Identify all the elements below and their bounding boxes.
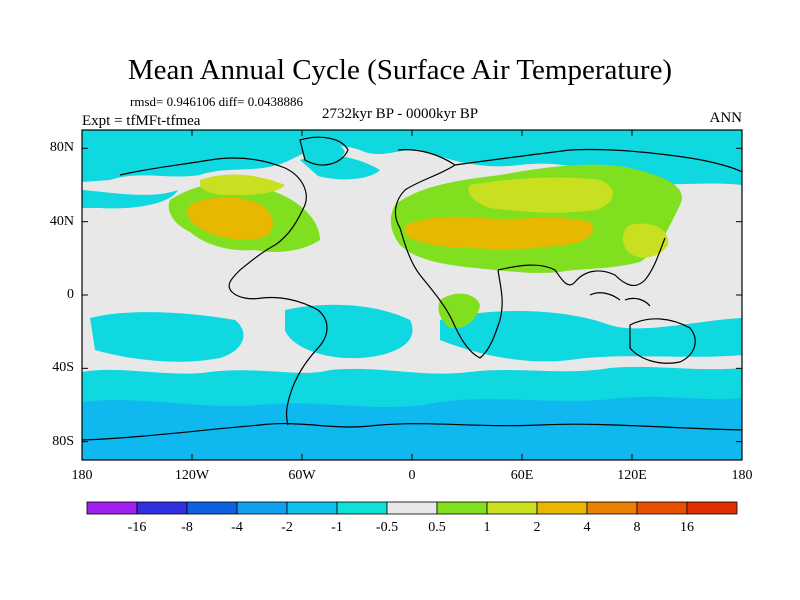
greenland-cool	[300, 138, 345, 166]
map-field	[82, 130, 742, 460]
coast-south-asia	[497, 237, 666, 287]
coast-north-america	[119, 157, 307, 300]
x-ticks	[81, 130, 743, 460]
y-tick-label: 80N	[49, 140, 74, 156]
y-tick-label: 0	[67, 287, 74, 302]
colorbar-swatch	[336, 501, 388, 515]
colorbar-swatch	[186, 501, 238, 515]
x-tick-label: 120E	[617, 468, 647, 483]
north-america-warmer	[187, 197, 273, 240]
colorbar-label: 4	[583, 520, 591, 535]
colorbar-label: 1	[483, 520, 491, 535]
x-tick-label: 60E	[510, 468, 534, 483]
period-label: 2732kyr BP - 0000kyr BP	[321, 106, 479, 122]
colorbar-label: -16	[127, 520, 147, 535]
y-tick-label: 40S	[52, 360, 74, 376]
x-tick-label: 120W	[174, 468, 210, 483]
season-label: ANN	[709, 110, 743, 126]
experiment-label: Expt = tfMFt-tfmea	[82, 113, 201, 129]
x-tick-label: 60W	[288, 468, 316, 483]
colorbar-label: 0.5	[428, 520, 446, 535]
coast-australia	[629, 318, 696, 364]
y-tick-label: 40N	[49, 213, 74, 229]
coast-asia	[454, 148, 742, 173]
colorbar-swatch	[436, 501, 488, 515]
colorbar-label: 16	[680, 520, 694, 535]
colorbar-label: -2	[281, 520, 293, 535]
coast-south-america	[261, 296, 328, 426]
coast-europe-africa	[394, 149, 503, 359]
asia-warm-2	[468, 177, 613, 213]
colorbar-label: -8	[181, 520, 193, 535]
colorbar-swatch	[686, 501, 738, 515]
colorbar-label: 8	[633, 520, 641, 535]
y-tick-label: 80S	[52, 433, 74, 449]
colorbar	[86, 501, 738, 515]
x-tick-label: 0	[408, 468, 416, 483]
south-pacific-cool-patch	[90, 312, 244, 362]
x-tick-label: 180	[731, 468, 753, 483]
south-atlantic-cool-patch	[285, 304, 413, 359]
colorbar-swatch	[136, 501, 188, 515]
colorbar-label: -4	[231, 520, 243, 535]
colorbar-swatch	[236, 501, 288, 515]
colorbar-swatch	[536, 501, 588, 515]
indian-ocean-cool-patch	[440, 310, 742, 362]
x-tick-label: 180	[71, 468, 93, 483]
antarctic-cool-band	[82, 396, 742, 460]
africa-south-warm	[438, 293, 480, 329]
coast-antarctica	[82, 422, 742, 441]
colorbar-swatch	[636, 501, 688, 515]
colorbar-swatch	[386, 501, 438, 515]
colorbar-swatch	[486, 501, 538, 515]
sahara-arabia-warmer	[405, 216, 594, 250]
canada-warm	[199, 174, 285, 195]
plot-title: Mean Annual Cycle (Surface Air Temperatu…	[127, 54, 673, 86]
east-asia-warm	[622, 223, 669, 258]
colorbar-swatch	[86, 501, 138, 515]
north-pacific-cool-patch	[82, 190, 178, 209]
y-ticks	[82, 147, 742, 443]
coast-indonesia	[589, 292, 651, 307]
colorbar-label: -0.5	[375, 520, 399, 535]
colorbar-swatch	[286, 501, 338, 515]
coast-greenland	[299, 136, 349, 166]
arctic-cool-band	[82, 130, 742, 185]
colorbar-label: -1	[331, 520, 343, 535]
colorbar-swatch	[586, 501, 638, 515]
colorbar-label: 2	[533, 520, 541, 535]
stats-text: rmsd= 0.946106 diff= 0.0438886	[130, 94, 303, 109]
